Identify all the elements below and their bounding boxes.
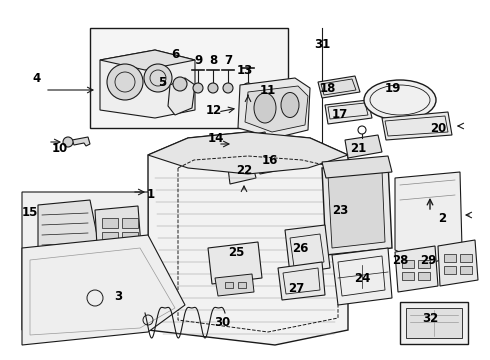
Bar <box>225 282 233 288</box>
Bar <box>418 260 430 268</box>
Ellipse shape <box>254 93 276 123</box>
Text: 13: 13 <box>237 63 253 77</box>
Circle shape <box>193 83 203 93</box>
Bar <box>122 246 138 256</box>
Bar <box>102 218 118 228</box>
Polygon shape <box>235 132 270 155</box>
Polygon shape <box>95 206 142 264</box>
Text: 23: 23 <box>332 203 348 216</box>
Text: 24: 24 <box>354 271 370 284</box>
Bar <box>460 254 472 262</box>
Polygon shape <box>318 76 360 98</box>
Polygon shape <box>238 78 310 138</box>
Text: 8: 8 <box>209 54 217 67</box>
Text: 17: 17 <box>332 108 348 122</box>
Text: 21: 21 <box>350 141 366 154</box>
Text: 19: 19 <box>385 81 401 94</box>
Text: 9: 9 <box>194 54 202 67</box>
Bar <box>400 302 468 344</box>
Text: 31: 31 <box>314 39 330 51</box>
Polygon shape <box>72 137 90 146</box>
Text: 3: 3 <box>114 289 122 302</box>
Polygon shape <box>22 235 185 345</box>
Bar <box>406 308 462 338</box>
Text: 11: 11 <box>260 84 276 96</box>
Polygon shape <box>325 100 372 124</box>
Text: 26: 26 <box>292 242 308 255</box>
Polygon shape <box>395 246 438 292</box>
Polygon shape <box>395 172 462 265</box>
Circle shape <box>144 64 172 92</box>
Text: 22: 22 <box>236 163 252 176</box>
Polygon shape <box>328 170 385 248</box>
Text: 7: 7 <box>224 54 232 67</box>
Ellipse shape <box>364 80 436 120</box>
Bar <box>102 232 118 242</box>
Ellipse shape <box>281 93 299 117</box>
Text: 16: 16 <box>262 153 278 166</box>
Polygon shape <box>215 274 254 296</box>
Text: 30: 30 <box>214 315 230 328</box>
Circle shape <box>107 64 143 100</box>
Bar <box>418 272 430 280</box>
Text: 25: 25 <box>228 246 244 258</box>
Polygon shape <box>100 50 195 118</box>
Text: 18: 18 <box>320 81 336 94</box>
Polygon shape <box>382 112 452 140</box>
Text: 6: 6 <box>171 49 179 62</box>
Polygon shape <box>322 156 392 178</box>
Polygon shape <box>38 200 100 265</box>
Polygon shape <box>228 162 256 184</box>
Bar <box>460 266 472 274</box>
Text: 32: 32 <box>422 311 438 324</box>
Text: 2: 2 <box>438 211 446 225</box>
Polygon shape <box>322 162 392 255</box>
Bar <box>122 232 138 242</box>
Bar <box>444 266 456 274</box>
Text: 5: 5 <box>158 76 166 89</box>
Polygon shape <box>332 248 392 305</box>
Bar <box>402 260 414 268</box>
Text: 10: 10 <box>52 141 68 154</box>
Circle shape <box>63 137 73 147</box>
Text: 20: 20 <box>430 122 446 135</box>
Polygon shape <box>345 135 382 158</box>
Circle shape <box>208 83 218 93</box>
Text: 28: 28 <box>392 253 408 266</box>
Polygon shape <box>255 152 290 174</box>
Polygon shape <box>285 225 330 274</box>
Text: 1: 1 <box>147 189 155 202</box>
Polygon shape <box>278 262 325 300</box>
Bar <box>402 272 414 280</box>
Circle shape <box>243 83 253 93</box>
Text: 15: 15 <box>22 206 38 219</box>
Polygon shape <box>22 192 148 330</box>
Bar <box>102 246 118 256</box>
Bar <box>238 282 246 288</box>
Polygon shape <box>148 132 348 174</box>
Text: 12: 12 <box>206 104 222 117</box>
Text: 29: 29 <box>420 253 436 266</box>
Polygon shape <box>208 242 262 284</box>
Circle shape <box>173 77 187 91</box>
Polygon shape <box>245 86 308 132</box>
Bar <box>444 254 456 262</box>
Polygon shape <box>168 78 195 115</box>
Text: 14: 14 <box>208 131 224 144</box>
Polygon shape <box>438 240 478 286</box>
Circle shape <box>223 83 233 93</box>
Polygon shape <box>148 132 348 345</box>
Polygon shape <box>100 50 195 70</box>
Polygon shape <box>90 28 288 128</box>
Text: 27: 27 <box>288 282 304 294</box>
Bar <box>122 218 138 228</box>
Text: 4: 4 <box>32 72 40 85</box>
